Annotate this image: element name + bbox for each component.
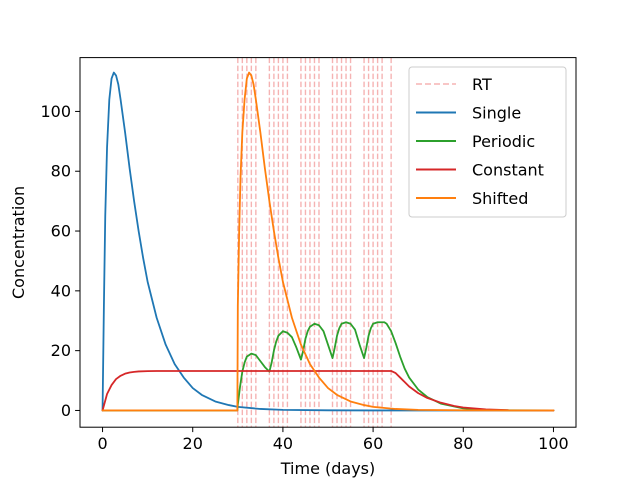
series-line-periodic — [101, 321, 555, 412]
legend-label-constant: Constant — [472, 160, 544, 179]
legend-label-rt: RT — [472, 75, 492, 94]
rt-lines — [237, 57, 392, 428]
y-tick-label: 0 — [61, 401, 71, 420]
y-tick-label: 20 — [51, 341, 71, 360]
legend-label-single: Single — [472, 103, 521, 122]
x-tick-label: 100 — [538, 434, 569, 453]
legend-label-periodic: Periodic — [472, 132, 535, 151]
y-tick-label: 40 — [51, 281, 71, 300]
series-line-shifted — [101, 71, 555, 412]
x-tick-label: 20 — [183, 434, 203, 453]
legend: RT Single Periodic Constant Shifted — [408, 66, 567, 218]
y-axis: 0 20 40 60 80 100 — [40, 102, 80, 420]
legend-frame — [408, 66, 567, 218]
y-tick-label: 100 — [40, 102, 71, 121]
x-tick-label: 80 — [453, 434, 473, 453]
series-line-constant — [101, 370, 555, 412]
x-axis-label: Time (days) — [280, 459, 376, 478]
y-axis-label: Concentration — [9, 186, 28, 299]
legend-label-shifted: Shifted — [472, 189, 528, 208]
series-lines — [101, 71, 555, 412]
y-tick-label: 60 — [51, 222, 71, 241]
x-tick-label: 0 — [97, 434, 107, 453]
x-tick-label: 40 — [273, 434, 293, 453]
plot-frame — [79, 57, 577, 428]
y-tick-label: 80 — [51, 162, 71, 181]
series-line-single — [101, 71, 555, 412]
x-axis: 0 20 40 60 80 100 — [97, 427, 569, 453]
x-tick-label: 60 — [363, 434, 383, 453]
